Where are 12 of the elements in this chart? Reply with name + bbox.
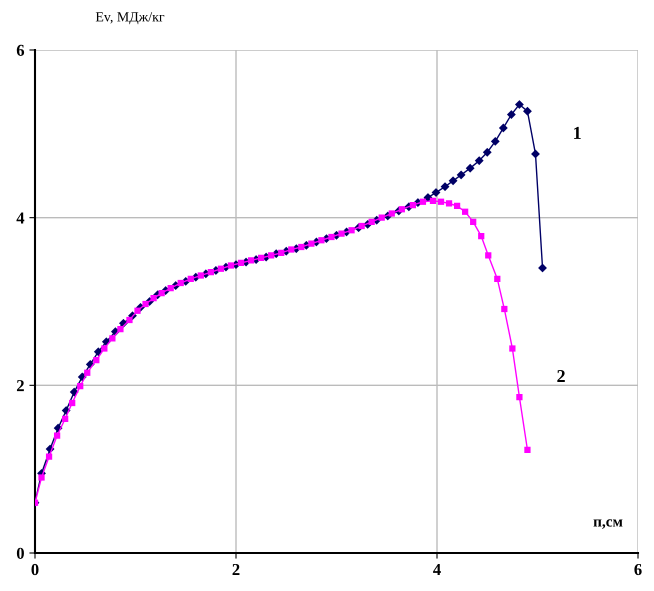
text: 2 [557, 370, 565, 382]
y-tick-label: 0 [16, 548, 24, 559]
text: 1 [574, 126, 581, 139]
y-axis-title: Ev, МДж/кг [96, 12, 164, 24]
y-tick-label: 4 [16, 212, 24, 224]
y-tick-label: 6 [16, 44, 24, 56]
x-tick-label: 0 [31, 564, 39, 576]
x-tick-label: 6 [634, 564, 642, 576]
x-tick-label: 4 [433, 564, 441, 575]
x-tick-label: 2 [232, 564, 240, 575]
y-tick-label: 2 [16, 380, 24, 392]
x-axis-title: п,см [594, 519, 622, 529]
